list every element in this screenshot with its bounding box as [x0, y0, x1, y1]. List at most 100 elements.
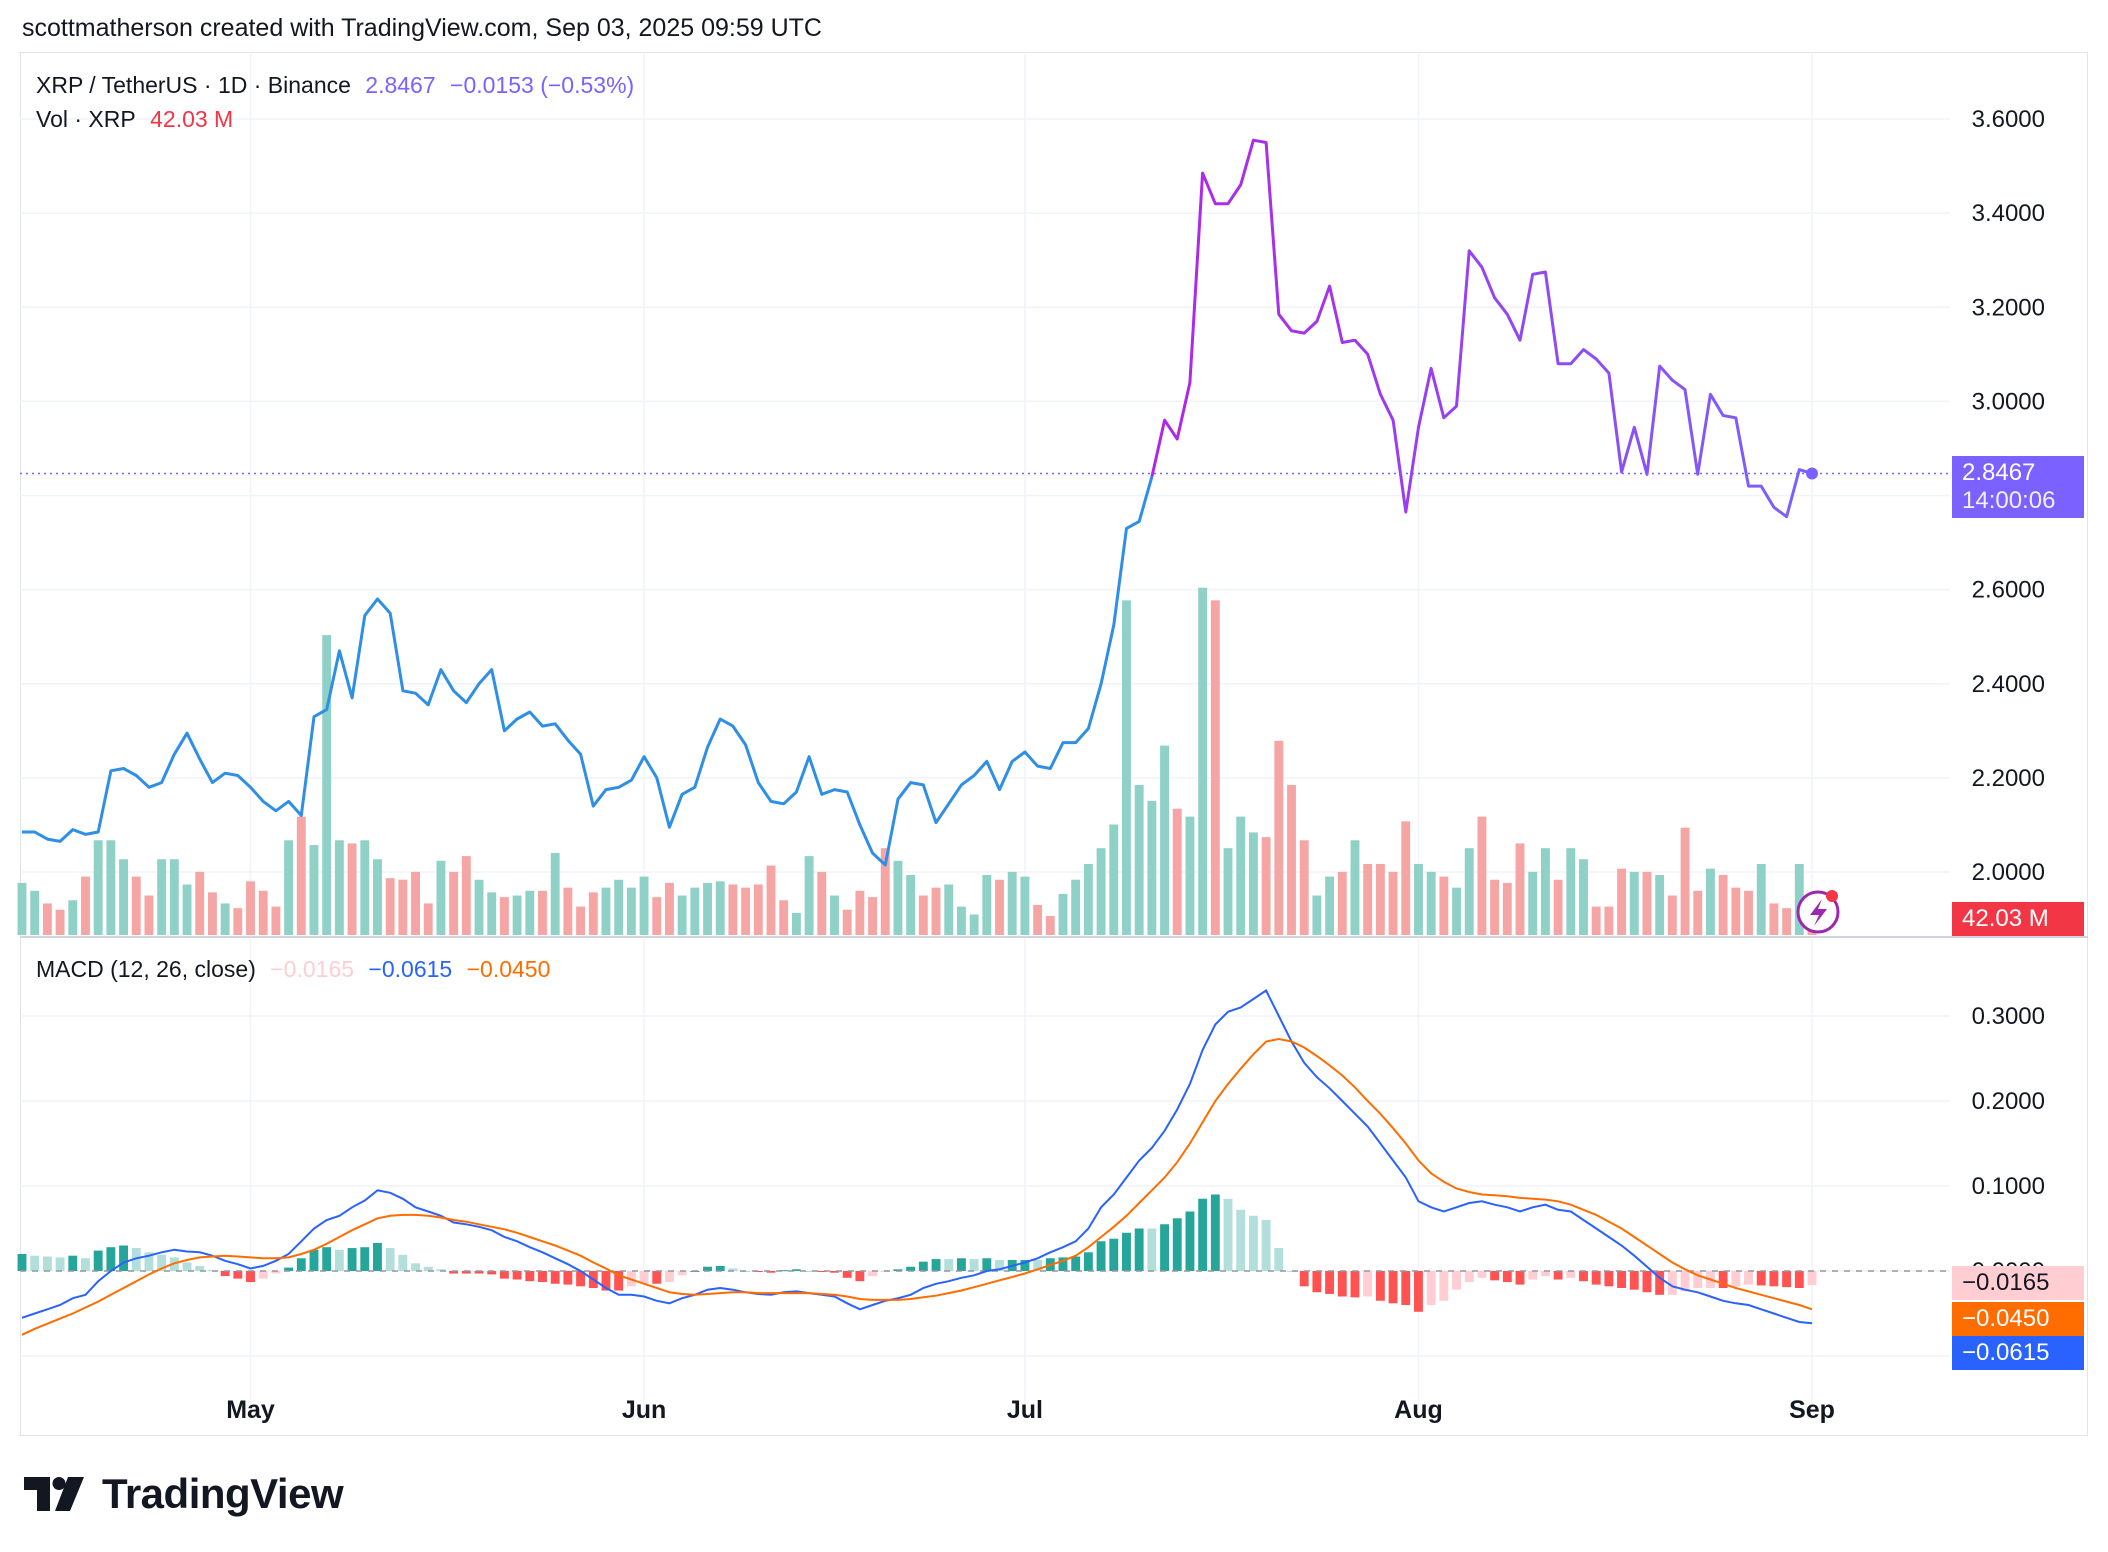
volume-bar	[385, 878, 395, 935]
last-price-tag-value: 2.8467	[1962, 459, 2036, 486]
replay-icon[interactable]	[1796, 890, 1840, 934]
macd-histogram-bar	[385, 1248, 395, 1271]
volume-bar	[296, 816, 306, 935]
volume-bar	[1769, 903, 1779, 935]
volume-bar	[195, 871, 205, 935]
volume-bar	[855, 890, 865, 935]
volume-bar	[550, 852, 560, 935]
macd-histogram-bar	[1591, 1271, 1601, 1285]
macd-histogram-bar	[601, 1271, 611, 1291]
volume-legend[interactable]: Vol · XRP 42.03 M	[36, 106, 241, 133]
macd-signal-tag: −0.0450	[1952, 1302, 2084, 1336]
volume-bar	[956, 906, 966, 935]
macd-line	[21, 989, 1813, 1325]
macd-histogram	[17, 1194, 1817, 1312]
volume-bar	[1198, 587, 1208, 935]
volume-bar	[309, 845, 319, 935]
macd-histogram-bar	[791, 1269, 801, 1271]
volume-bar	[906, 875, 916, 935]
volume-bar	[1147, 800, 1157, 935]
macd-histogram-bar	[1515, 1271, 1525, 1285]
volume-bar	[1731, 887, 1741, 935]
volume-bar	[931, 887, 941, 935]
macd-histogram-bar	[1553, 1271, 1563, 1280]
macd-histogram-bar	[220, 1271, 230, 1277]
volume-bar	[1058, 893, 1068, 935]
volume-bar	[1223, 848, 1233, 935]
volume-bar	[271, 906, 281, 935]
volume-bar	[1452, 887, 1461, 935]
volume-bar	[284, 840, 294, 935]
macd-histogram-bar	[1210, 1194, 1220, 1271]
macd-histogram-bar	[1248, 1215, 1258, 1271]
macd-histogram-bar	[525, 1271, 535, 1282]
macd-histogram-bar	[969, 1259, 979, 1271]
volume-bar	[969, 914, 979, 935]
symbol-legend[interactable]: XRP / TetherUS · 1D · Binance 2.8467 −0.…	[36, 72, 642, 99]
volume-bar	[1299, 840, 1309, 935]
volume-bar	[398, 879, 408, 935]
macd-histogram-bar	[1655, 1271, 1665, 1295]
last-price-dot	[1806, 467, 1818, 480]
price-axis-label: 2.6000	[1972, 577, 2045, 604]
macd-histogram-bar	[766, 1271, 776, 1273]
macd-histogram-bar	[1604, 1271, 1614, 1287]
volume-bar	[30, 890, 40, 935]
volume-bar	[461, 856, 471, 935]
price-axis-label: 2.0000	[1972, 859, 2045, 886]
volume-bar	[347, 843, 357, 935]
price-axis-label: 2.2000	[1972, 765, 2045, 792]
volume-bar	[1642, 871, 1652, 935]
price-line	[22, 138, 1813, 867]
volume-bar	[1705, 868, 1715, 935]
volume-bar	[563, 887, 573, 935]
volume-bar	[1350, 840, 1360, 935]
macd-histogram-bar	[334, 1249, 344, 1271]
macd-histogram-bar	[1134, 1228, 1144, 1271]
macd-histogram-bar	[1731, 1271, 1741, 1287]
macd-histogram-bar	[284, 1267, 294, 1271]
volume-bar	[411, 871, 420, 935]
macd-histogram-bar	[1122, 1232, 1131, 1271]
volume-bar	[601, 887, 611, 935]
macd-histogram-bar	[1528, 1271, 1538, 1280]
macd-histogram-bar	[309, 1249, 319, 1271]
macd-histogram-bar	[1058, 1257, 1068, 1271]
macd-histogram-bar	[1540, 1271, 1550, 1277]
volume-bar	[1375, 863, 1385, 935]
macd-histogram-bar	[1477, 1271, 1487, 1278]
chart-attribution: scottmatherson created with TradingView.…	[22, 14, 822, 42]
volume-bar	[1528, 871, 1538, 935]
volume-bar	[525, 890, 535, 935]
volume-bar	[207, 892, 217, 935]
macd-histogram-bar	[1490, 1271, 1500, 1281]
volume-bar	[944, 884, 954, 935]
macd-histogram-bar	[1414, 1271, 1423, 1312]
volume-bar	[995, 879, 1004, 935]
macd-histogram-bar	[182, 1262, 192, 1271]
volume-bar	[893, 860, 903, 935]
macd-histogram-bar	[1680, 1271, 1690, 1292]
macd-axis-label: 0.1000	[1972, 1173, 2045, 1200]
macd-histogram-bar	[1325, 1271, 1335, 1294]
macd-histogram-bar	[144, 1252, 154, 1271]
macd-histogram-bar	[1274, 1248, 1284, 1271]
volume-bar	[1160, 745, 1169, 935]
macd-histogram-bar	[42, 1256, 52, 1271]
macd-histogram-bar	[512, 1271, 522, 1280]
volume-bar	[512, 895, 522, 935]
volume-bar	[868, 897, 878, 935]
macd-legend[interactable]: MACD (12, 26, close) −0.0165 −0.0615 −0.…	[36, 956, 558, 983]
volume-value: 42.03 M	[150, 106, 234, 132]
macd-histogram-bar	[1083, 1252, 1093, 1271]
macd-histogram-bar	[855, 1271, 865, 1282]
chart-frame[interactable]	[20, 52, 2088, 1436]
price-axis-label: 3.4000	[1972, 200, 2045, 227]
signal-line	[21, 1037, 1813, 1336]
volume-bar	[1629, 871, 1639, 935]
tradingview-logo[interactable]: TradingView	[24, 1470, 344, 1518]
volume-bar	[1680, 827, 1690, 935]
volume-bar	[1337, 871, 1347, 935]
volume-bar	[144, 895, 154, 935]
